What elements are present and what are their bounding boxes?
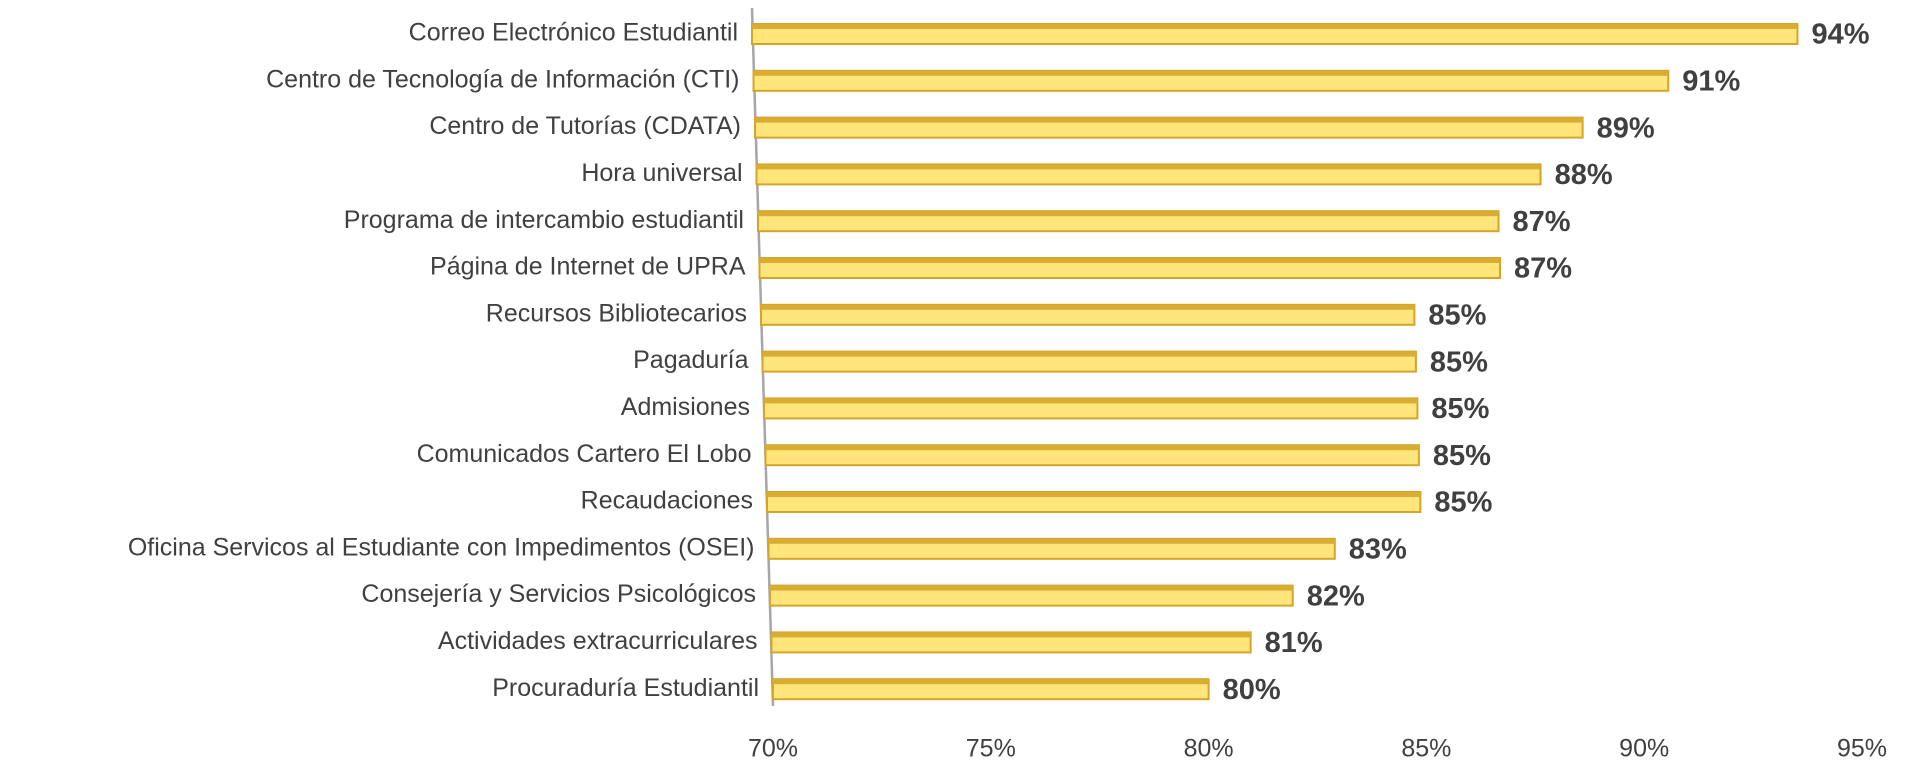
category-label: Consejería y Servicios Psicológicos (361, 580, 756, 608)
category-label: Actividades extracurriculares (438, 627, 758, 655)
category-label: Programa de intercambio estudiantil (344, 206, 744, 234)
value-label: 87% (1513, 206, 1571, 238)
category-label: Centro de Tutorías (CDATA) (429, 112, 741, 140)
value-label: 89% (1597, 112, 1655, 144)
category-label: Comunicados Cartero El Lobo (417, 440, 752, 468)
category-label: Recaudaciones (581, 487, 753, 515)
bar-top (752, 24, 1798, 29)
value-label: 83% (1349, 533, 1407, 565)
bar-top (770, 585, 1293, 591)
bar-top (759, 258, 1501, 263)
bar-top (768, 538, 1335, 544)
category-label: Recursos Bibliotecarios (486, 299, 747, 327)
value-label: 88% (1555, 159, 1613, 191)
value-label: 85% (1430, 346, 1488, 378)
bar-top (773, 679, 1209, 685)
value-label: 85% (1431, 393, 1489, 425)
bar-top (771, 632, 1251, 638)
x-tick-label: 95% (1837, 735, 1887, 763)
bar-top (761, 304, 1415, 310)
category-label: Procuraduría Estudiantil (492, 674, 759, 702)
bar-top (756, 164, 1541, 170)
bar-top (762, 351, 1416, 357)
category-label: Pagaduría (633, 346, 748, 374)
bar-top (753, 70, 1669, 76)
bar-top (758, 211, 1499, 217)
value-label: 82% (1307, 580, 1365, 612)
value-label: 94% (1811, 19, 1869, 51)
category-label: Página de Internet de UPRA (430, 253, 746, 281)
bar-top (765, 445, 1419, 451)
x-tick-label: 85% (1401, 735, 1451, 763)
bar-top (764, 398, 1418, 404)
category-label: Hora universal (581, 159, 742, 187)
category-label: Admisiones (621, 393, 750, 421)
category-label: Correo Electrónico Estudiantil (409, 19, 738, 47)
value-label: 85% (1434, 487, 1492, 519)
value-label: 81% (1265, 627, 1323, 659)
category-label: Centro de Tecnología de Información (CTI… (266, 65, 739, 93)
bar-top (767, 492, 1421, 497)
value-label: 85% (1433, 440, 1491, 472)
value-label: 80% (1223, 674, 1281, 706)
category-label: Oficina Servicos al Estudiante con Imped… (128, 533, 755, 561)
value-label: 91% (1682, 65, 1740, 97)
x-tick-label: 75% (966, 735, 1016, 763)
value-label: 85% (1428, 299, 1486, 331)
x-tick-label: 70% (748, 735, 798, 763)
bar-top (755, 117, 1583, 123)
value-label: 87% (1514, 253, 1572, 285)
x-tick-label: 80% (1184, 735, 1234, 763)
x-tick-label: 90% (1619, 735, 1669, 763)
